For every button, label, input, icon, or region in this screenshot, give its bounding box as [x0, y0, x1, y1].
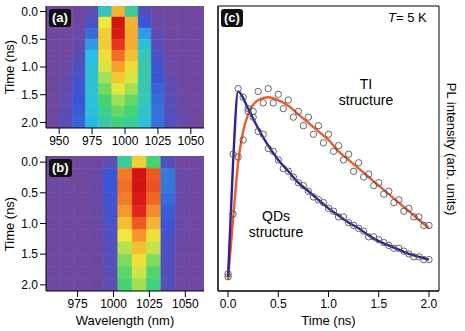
html-text:Time (ns): Time (ns) — [1, 39, 17, 95]
svg-text:1025: 1025 — [136, 297, 163, 311]
svg-text:0.0: 0.0 — [220, 297, 237, 311]
html-text:QDs structure: QDs structure — [248, 208, 304, 240]
svg-text:950: 950 — [49, 134, 69, 148]
svg-text:1000: 1000 — [112, 134, 139, 148]
svg-text:1025: 1025 — [145, 134, 172, 148]
html-text:(a): (a) — [52, 10, 68, 25]
svg-text:1050: 1050 — [177, 134, 204, 148]
svg-text:0.0: 0.0 — [21, 5, 38, 19]
svg-text:1.0: 1.0 — [21, 60, 38, 74]
svg-text:975: 975 — [68, 297, 88, 311]
svg-text:2.0: 2.0 — [21, 278, 38, 292]
html-text:Time (ns): Time (ns) — [1, 196, 17, 251]
svg-text:2.0: 2.0 — [421, 297, 438, 311]
html-text:T = 5 K: T = 5 K — [388, 10, 427, 25]
svg-text:1000: 1000 — [100, 297, 127, 311]
html-text:(b): (b) — [52, 160, 69, 175]
html-text:Time (ns): Time (ns) — [301, 312, 356, 328]
svg-text:0.5: 0.5 — [21, 33, 38, 47]
svg-text:975: 975 — [82, 134, 102, 148]
html-text:PL intensity (arb. units): PL intensity (arb. units) — [443, 82, 459, 215]
svg-text:1.0: 1.0 — [21, 217, 38, 231]
svg-text:1.5: 1.5 — [21, 247, 38, 261]
svg-text:1050: 1050 — [172, 297, 199, 311]
html-text:Wavelength (nm): Wavelength (nm) — [75, 312, 175, 328]
svg-text:1.5: 1.5 — [21, 88, 38, 102]
svg-text:1.0: 1.0 — [320, 297, 337, 311]
html-text:(c): (c) — [224, 10, 240, 25]
svg-text:0.5: 0.5 — [21, 186, 38, 200]
html-text:TI structure: TI structure — [338, 76, 394, 108]
svg-text:0.0: 0.0 — [21, 155, 38, 169]
svg-text:0.5: 0.5 — [270, 297, 287, 311]
svg-text:2.0: 2.0 — [21, 116, 38, 130]
svg-text:1.5: 1.5 — [370, 297, 387, 311]
